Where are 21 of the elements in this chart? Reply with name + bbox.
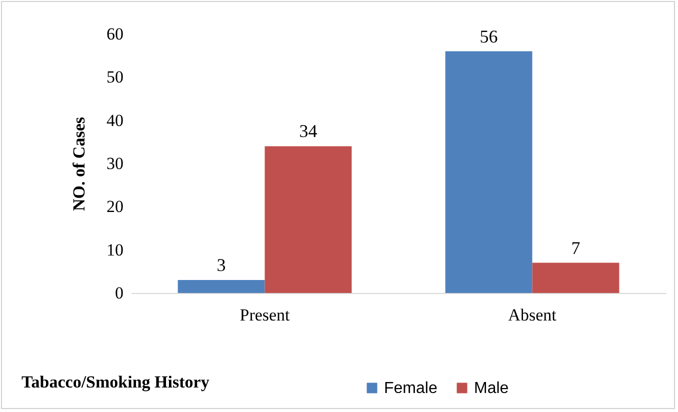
bar (178, 280, 265, 293)
y-tick-label: 50 (106, 68, 124, 87)
data-label: 3 (216, 255, 226, 276)
bar (445, 51, 532, 293)
data-label: 34 (299, 121, 318, 142)
x-tick-label: Absent (508, 306, 557, 324)
y-tick-label: 30 (106, 154, 124, 173)
x-tick-label: Present (240, 306, 290, 324)
y-tick-label: 40 (106, 110, 124, 130)
x-axis-title: Tabacco/Smoking History (22, 372, 210, 392)
y-tick-label: 20 (106, 197, 124, 216)
y-tick-label: 0 (115, 284, 124, 302)
y-tick-label: 10 (106, 240, 124, 260)
y-tick-label: 60 (106, 24, 124, 44)
data-label: 56 (480, 26, 498, 46)
y-axis-title: NO. of Cases (70, 116, 88, 211)
legend-label: Male (474, 380, 509, 397)
legend-label: Female (384, 380, 438, 397)
bar (264, 146, 352, 293)
bar (532, 262, 620, 293)
data-label: 7 (571, 238, 580, 258)
